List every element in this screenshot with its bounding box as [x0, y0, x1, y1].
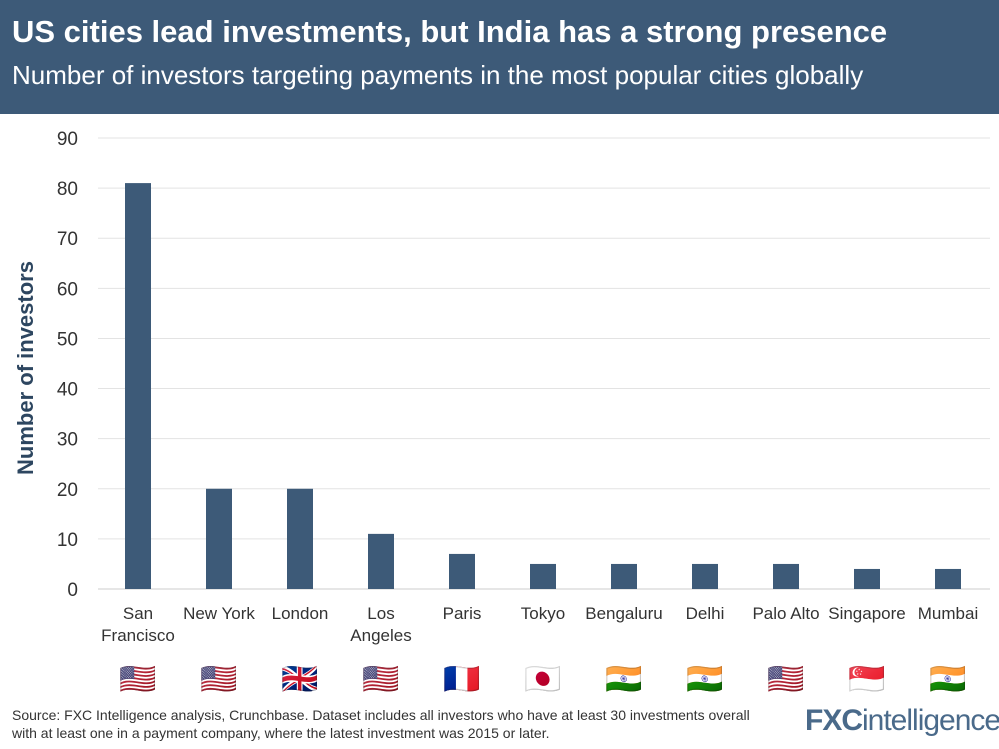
- x-tick-label: Los: [367, 604, 394, 623]
- bar-chart: 0 10 20 30 40 50 60 70 80 90 Number of investors Sa…: [13, 129, 990, 696]
- y-tick-label: 40: [57, 380, 78, 401]
- flag-icon: 🇺🇸: [767, 663, 804, 696]
- y-tick-label: 80: [57, 179, 78, 200]
- flag-icon: 🇮🇳: [929, 663, 966, 696]
- y-tick-label: 30: [57, 430, 78, 451]
- x-tick-label: Singapore: [828, 604, 906, 623]
- y-tick-label: 50: [57, 329, 78, 350]
- chart-title: US cities lead investments, but India ha…: [12, 14, 888, 49]
- bar: [368, 533, 394, 589]
- flag-icon: 🇯🇵: [524, 663, 561, 696]
- y-tick-label: 10: [57, 530, 78, 551]
- chart-header: US cities lead investments, but India ha…: [0, 0, 999, 114]
- bar: [449, 553, 475, 589]
- y-tick-label: 60: [57, 279, 78, 300]
- x-tick-label: Bengaluru: [585, 604, 663, 623]
- flag-icon: 🇮🇳: [605, 663, 642, 696]
- flag-icon: 🇺🇸: [362, 663, 399, 696]
- bar: [935, 568, 961, 589]
- x-tick-label: Angeles: [350, 626, 411, 645]
- flag-icon: 🇸🇬: [848, 663, 885, 696]
- fxc-logo: FXCintelligenceTM: [805, 704, 999, 737]
- flag-icon: 🇺🇸: [200, 663, 237, 696]
- chart-subtitle: Number of investors targeting payments i…: [12, 60, 864, 90]
- bar: [530, 563, 556, 589]
- bar: [692, 563, 718, 589]
- x-tick-label: Tokyo: [521, 604, 565, 623]
- flag-icon: 🇬🇧: [281, 663, 318, 696]
- bar: [611, 563, 637, 589]
- x-tick-label: Palo Alto: [752, 604, 819, 623]
- bar: [773, 563, 799, 589]
- y-tick-label: 70: [57, 229, 78, 250]
- bar: [854, 568, 880, 589]
- flag-icon: 🇮🇳: [686, 663, 723, 696]
- x-tick-label: Mumbai: [918, 604, 978, 623]
- flag-icon: 🇫🇷: [443, 663, 480, 696]
- bar: [125, 183, 151, 589]
- x-tick-label: London: [272, 604, 329, 623]
- y-tick-label: 0: [67, 580, 78, 601]
- y-tick-label: 20: [57, 480, 78, 501]
- bar: [287, 488, 313, 589]
- source-note: Source: FXC Intelligence analysis, Crunc…: [12, 707, 750, 741]
- x-tick-label: New York: [183, 604, 255, 623]
- x-tick-label: Paris: [443, 604, 482, 623]
- y-tick-label: 90: [57, 129, 78, 150]
- x-tick-label: Delhi: [686, 604, 725, 623]
- x-tick-label: Francisco: [101, 626, 175, 645]
- x-tick-label: San: [123, 604, 153, 623]
- bar: [206, 488, 232, 589]
- flag-icon: 🇺🇸: [119, 663, 156, 696]
- y-axis-label: Number of investors: [13, 261, 38, 475]
